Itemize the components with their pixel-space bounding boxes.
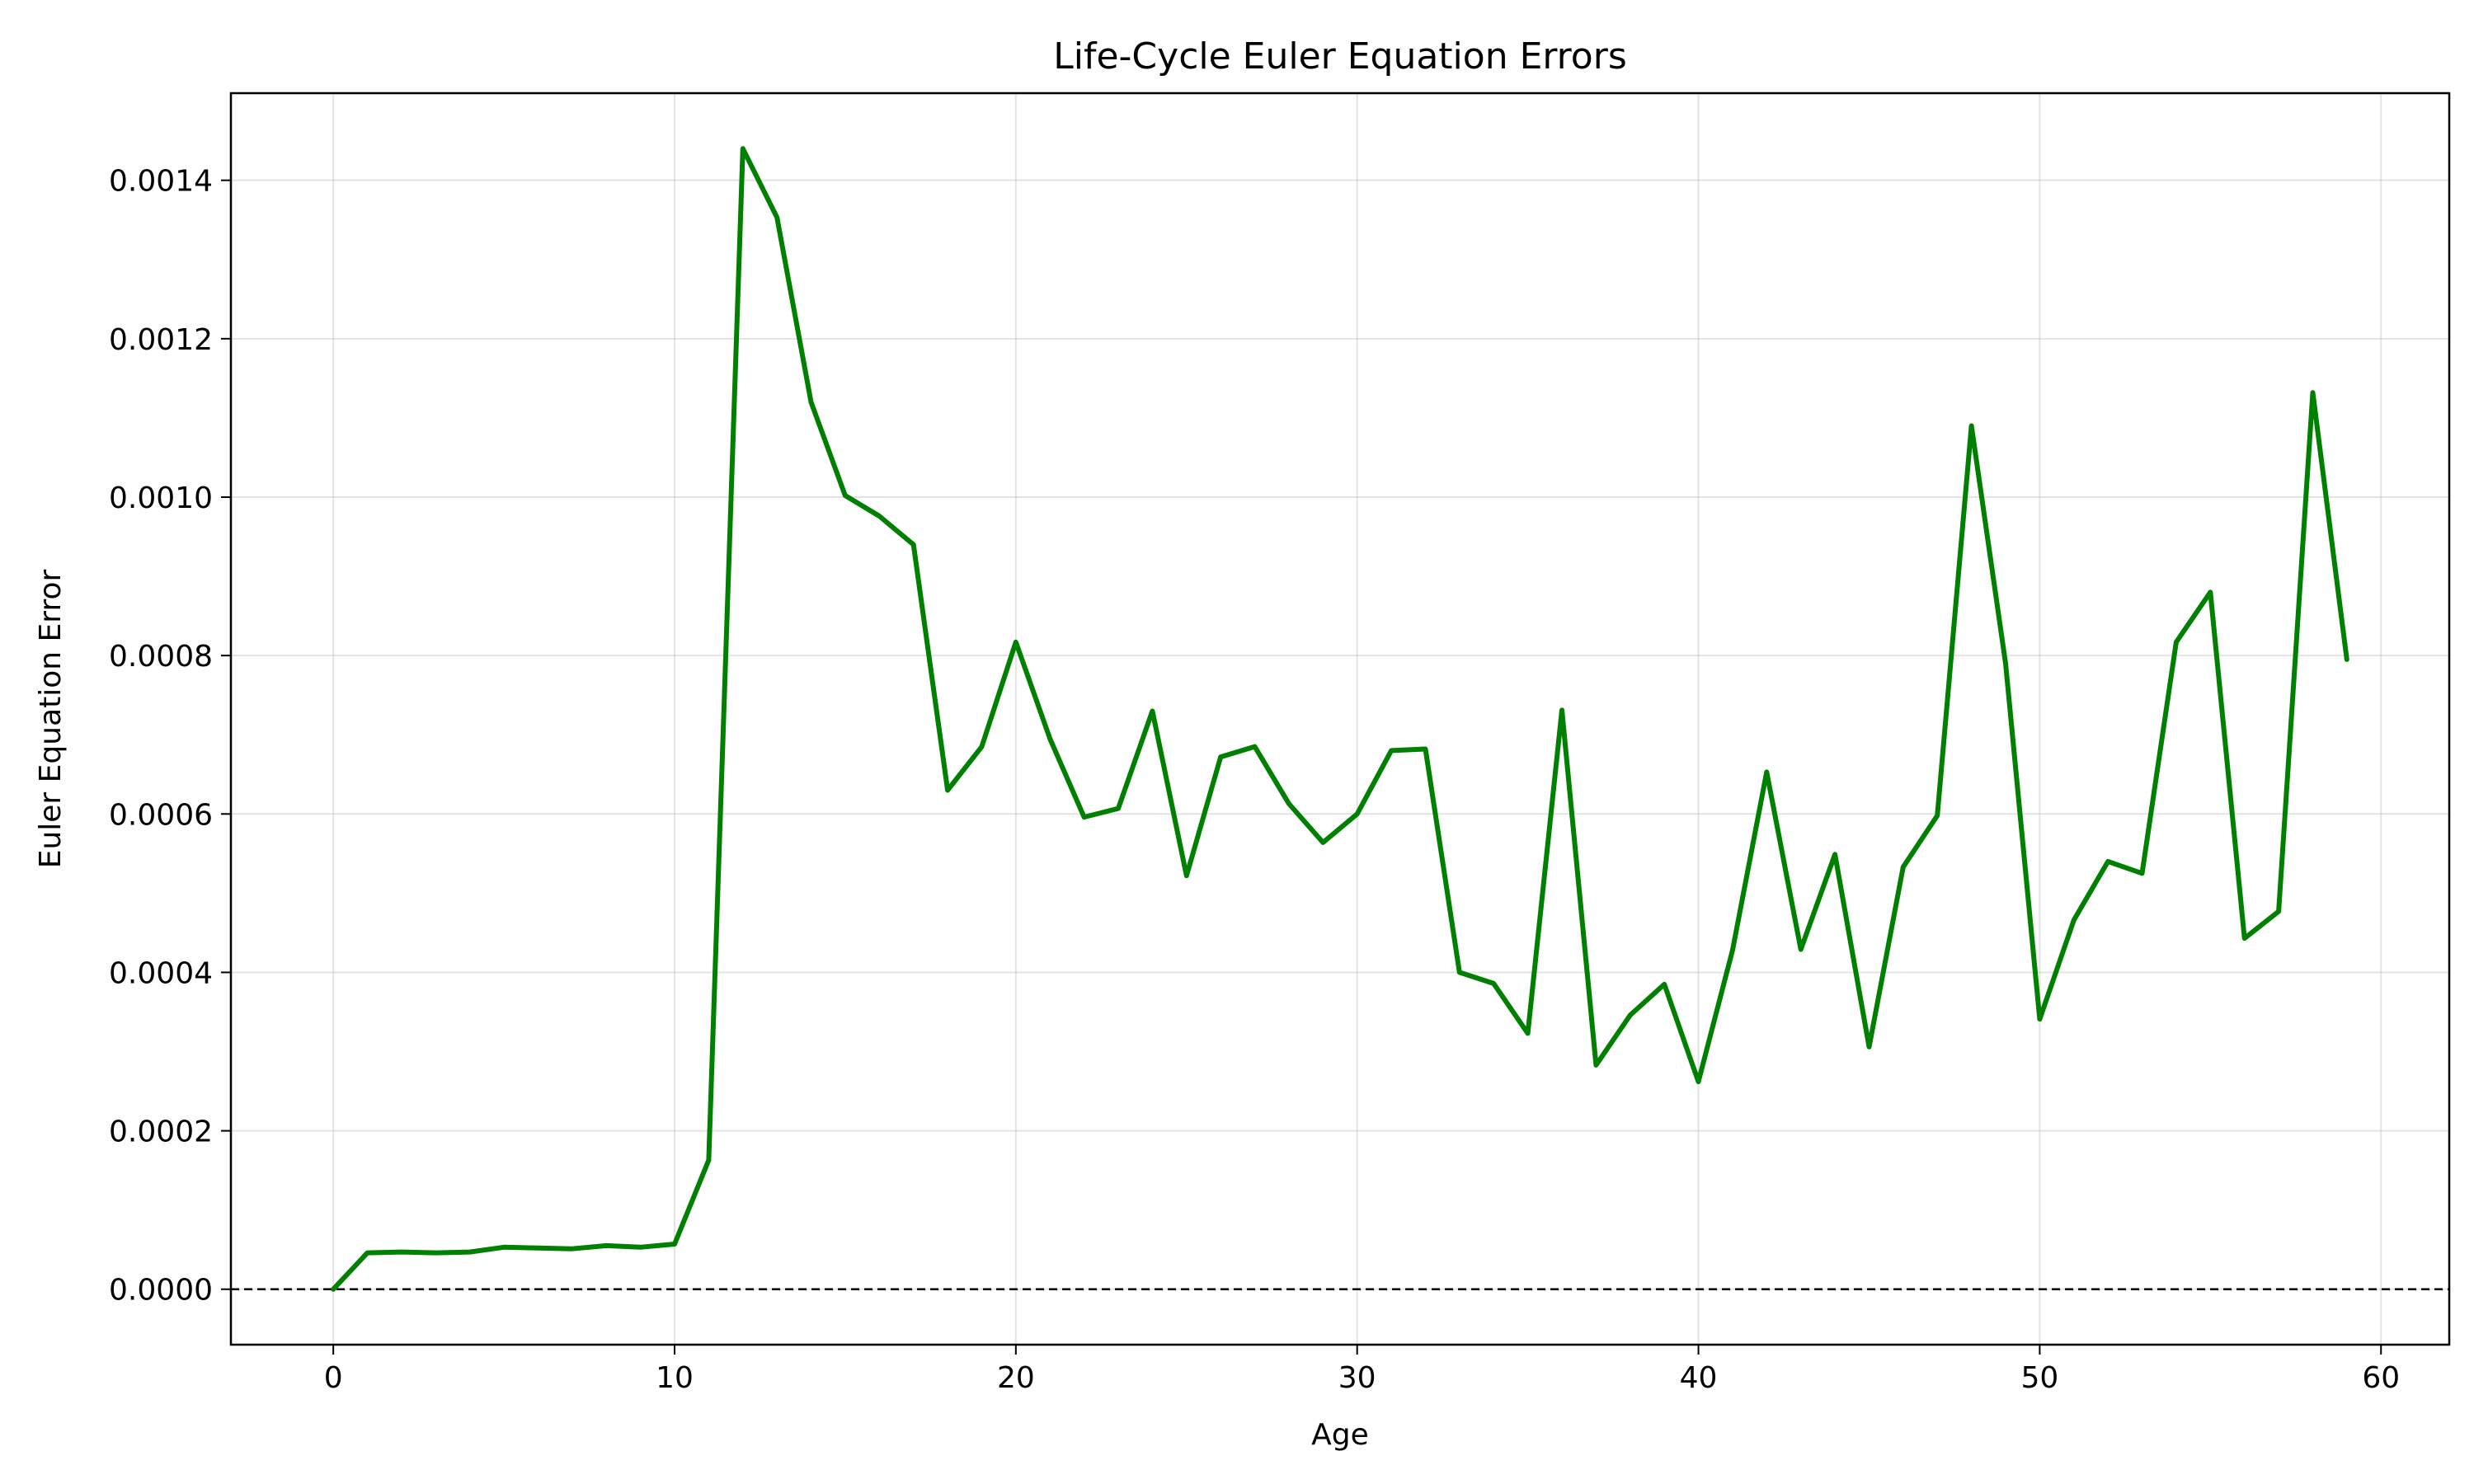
data-point [2072,918,2077,923]
data-point [2310,390,2315,395]
x-axis-label: Age [1311,1418,1369,1452]
data-point [2140,871,2145,876]
x-tick-label: 60 [2362,1361,2400,1395]
data-point [741,146,745,151]
data-point [911,542,916,547]
data-point [1286,801,1291,806]
data-point [1184,873,1189,878]
x-tick-label: 0 [324,1361,343,1395]
data-point [1832,852,1837,857]
x-tick-label: 20 [997,1361,1035,1395]
data-point [1866,1045,1871,1050]
data-point [2037,1017,2042,1021]
grid [231,93,2449,1345]
data-point [2003,661,2008,666]
data-point [1969,424,1974,429]
data-point [1901,865,1906,870]
data-point [1764,769,1769,774]
data-point [2242,936,2247,941]
y-tick-label: 0.0002 [109,1115,213,1149]
data-point [2276,909,2281,913]
data-point [468,1250,473,1255]
data-point [809,400,814,405]
series-line [331,146,2349,1292]
data-point [2345,657,2349,662]
x-tick-label: 10 [656,1361,694,1395]
data-point [2174,640,2179,645]
y-tick-label: 0.0014 [109,165,213,199]
data-point [1082,815,1087,819]
data-point [570,1247,575,1252]
x-tick-label: 40 [1680,1361,1718,1395]
data-point [535,1246,540,1251]
data-point [774,215,779,220]
data-point [1150,708,1155,713]
data-point [1662,982,1667,987]
y-tick-label: 0.0004 [109,956,213,990]
data-point [1320,840,1325,845]
data-point [365,1251,370,1256]
data-point [604,1243,609,1248]
x-tick-label: 50 [2020,1361,2058,1395]
axis-ticks: 0 10 20 30 40 50 60 0.0000 0.0002 0.0004 0.0006 0.0… [109,165,2400,1395]
y-tick-label: 0.0010 [109,481,213,515]
data-point [331,1287,336,1292]
plot-frame [229,92,2451,1346]
data-point [1218,754,1223,759]
data-point [1730,948,1735,953]
data-point [638,1245,643,1250]
data-point [501,1245,506,1250]
data-point [979,744,984,749]
data-point [1559,707,1564,712]
y-tick-label: 0.0000 [109,1274,213,1308]
y-tick-label: 0.0008 [109,640,213,674]
y-axis-label: Euler Equation Error [34,570,68,869]
data-point [1389,748,1394,753]
data-point [1491,981,1496,986]
data-point [1253,744,1258,749]
y-tick-label: 0.0012 [109,323,213,357]
data-point [1696,1079,1701,1084]
x-tick-label: 30 [1338,1361,1376,1395]
data-point [1423,747,1427,752]
data-point [1526,1031,1531,1036]
data-point [1799,947,1804,952]
data-point [1457,970,1462,974]
chart-title: Life-Cycle Euler Equation Errors [1053,35,1627,77]
data-point [1355,811,1360,816]
data-point [1047,736,1052,741]
data-point [945,787,950,792]
data-point [877,514,882,519]
data-point [1628,1012,1633,1017]
data-point [1935,813,1940,818]
data-point [672,1242,677,1247]
data-point [1014,640,1018,645]
data-point [2105,859,2110,864]
data-point [706,1158,711,1162]
data-point [1593,1063,1598,1068]
y-tick-label: 0.0006 [109,798,213,832]
data-point [1116,806,1121,811]
data-point [843,493,848,498]
data-point [2208,589,2213,594]
data-point [433,1251,438,1256]
series-layer [231,146,2449,1292]
data-point [399,1250,404,1255]
